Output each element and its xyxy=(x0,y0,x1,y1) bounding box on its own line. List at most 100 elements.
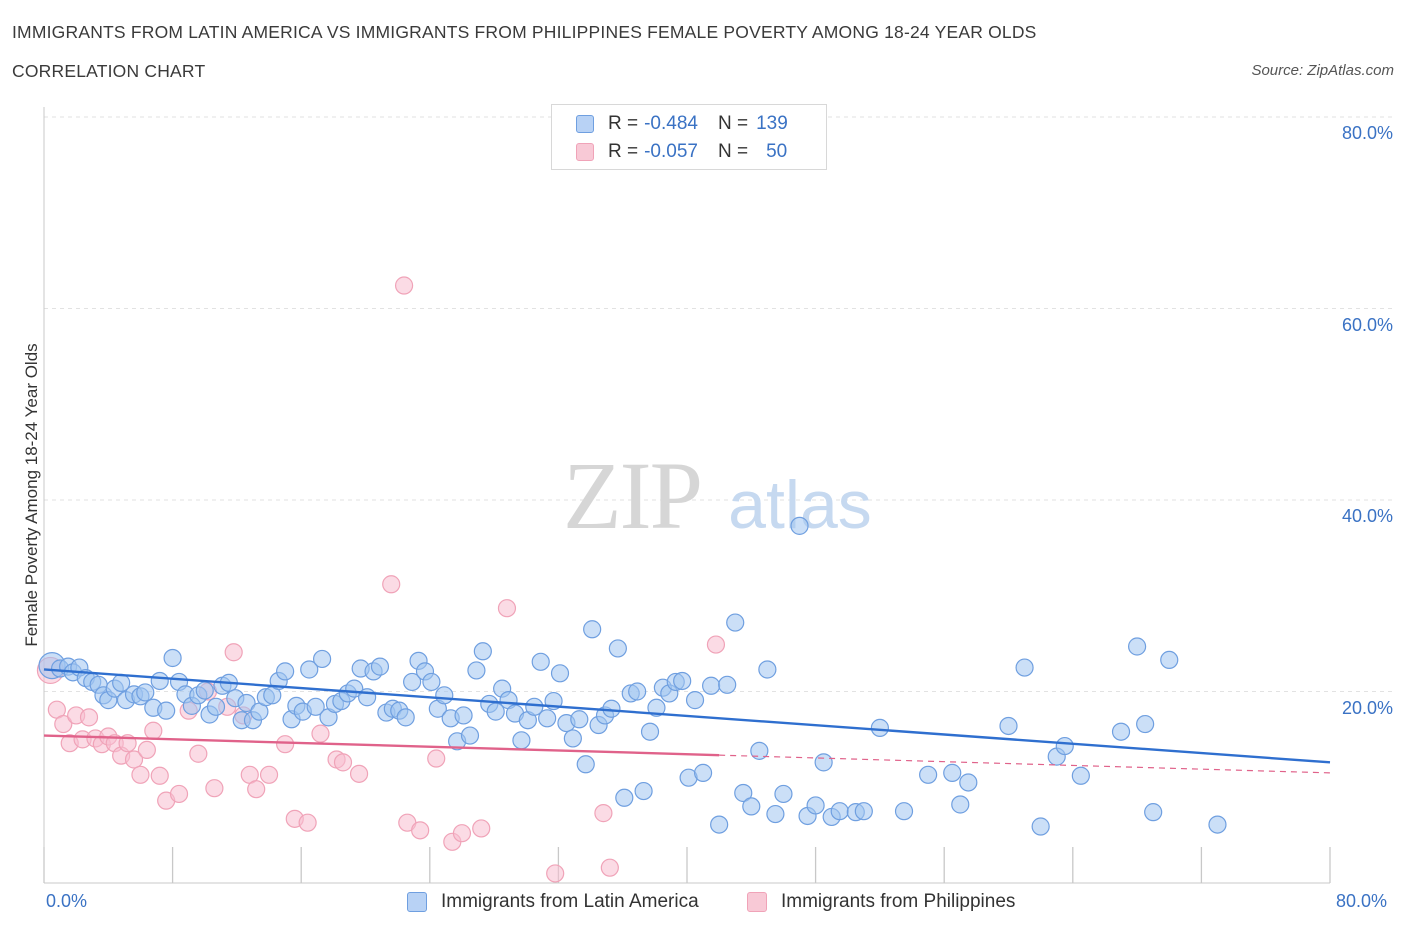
data-point xyxy=(136,683,155,702)
data-point xyxy=(1015,658,1034,677)
data-point xyxy=(237,693,256,713)
r-value: -0.484 xyxy=(644,113,698,134)
data-point xyxy=(1127,637,1147,656)
data-point xyxy=(570,710,589,729)
data-point xyxy=(854,802,873,821)
axes xyxy=(43,107,1331,884)
data-point xyxy=(259,765,279,784)
data-point xyxy=(298,813,317,832)
data-point xyxy=(382,575,401,594)
n-value: 50 xyxy=(766,141,788,162)
data-point xyxy=(673,671,692,691)
data-point xyxy=(538,709,557,728)
legend-swatch-blue xyxy=(407,892,427,912)
data-point xyxy=(750,741,769,760)
data-point xyxy=(411,821,430,840)
data-point xyxy=(403,672,422,692)
y-tick-label: 40.0% xyxy=(1341,506,1393,526)
data-point xyxy=(472,819,491,838)
data-point xyxy=(647,698,666,717)
r-label: R = xyxy=(608,113,639,134)
data-point xyxy=(726,613,745,632)
data-point xyxy=(693,763,713,782)
trend-line-philippines-extension xyxy=(719,754,1331,774)
data-point xyxy=(583,620,602,639)
data-point xyxy=(195,681,214,700)
n-label: N = xyxy=(717,113,749,134)
data-point xyxy=(525,697,544,716)
trend-line-philippines xyxy=(43,734,720,757)
stats-legend-row-latin-america: R = -0.484 N = 139 xyxy=(576,112,788,136)
data-point xyxy=(943,763,962,782)
grid-lines xyxy=(44,116,1395,692)
data-point xyxy=(706,635,726,654)
data-point xyxy=(150,671,169,691)
data-point xyxy=(467,661,486,680)
data-point xyxy=(640,722,660,741)
data-point xyxy=(311,724,330,743)
data-point xyxy=(454,706,473,725)
data-point xyxy=(224,643,243,662)
y-tick-label: 80.0% xyxy=(1341,123,1393,143)
y-tick-label: 60.0% xyxy=(1341,314,1393,335)
data-point xyxy=(774,784,793,804)
data-point xyxy=(702,676,721,695)
data-point xyxy=(959,773,978,792)
trend-lines xyxy=(43,668,1331,774)
data-point xyxy=(333,753,353,772)
data-point xyxy=(628,682,647,701)
data-point xyxy=(312,649,332,669)
data-point xyxy=(951,795,970,814)
data-point xyxy=(205,779,224,798)
data-point xyxy=(710,815,729,834)
data-point xyxy=(576,755,595,774)
n-label: N = xyxy=(717,141,749,162)
data-point xyxy=(546,864,565,883)
stats-legend: R = -0.484 N = 139 R = -0.057 N = 50 xyxy=(551,104,827,170)
data-point xyxy=(894,802,914,821)
data-point xyxy=(870,718,890,737)
data-point xyxy=(999,716,1018,736)
chart-title: IMMIGRANTS FROM LATIN AMERICA VS IMMIGRA… xyxy=(12,22,1037,42)
data-point xyxy=(814,753,833,772)
data-point xyxy=(718,675,737,694)
data-point xyxy=(473,642,492,661)
data-point xyxy=(452,824,472,843)
data-point xyxy=(594,804,613,823)
data-point xyxy=(276,735,295,754)
data-point xyxy=(163,648,182,668)
data-point xyxy=(563,729,582,748)
legend-swatch-pink xyxy=(576,143,594,161)
data-point xyxy=(1160,650,1179,670)
data-point xyxy=(349,764,369,783)
data-point xyxy=(1031,817,1050,836)
data-point xyxy=(422,672,441,692)
r-value: -0.057 xyxy=(644,141,698,162)
data-point xyxy=(615,788,634,807)
legend-label: Immigrants from Latin America xyxy=(441,891,699,912)
data-point xyxy=(608,639,627,658)
data-point xyxy=(1071,766,1090,785)
series-philippines-points xyxy=(36,276,726,883)
data-point xyxy=(300,660,319,679)
data-point xyxy=(758,660,777,679)
legend-swatch-pink xyxy=(747,892,767,912)
watermark-zip: ZIP xyxy=(563,442,701,549)
data-point xyxy=(550,664,570,683)
data-point xyxy=(919,765,938,784)
stats-legend-row-philippines: R = -0.057 N = 50 xyxy=(576,140,787,164)
data-point xyxy=(131,765,150,784)
data-point xyxy=(1208,815,1227,834)
data-point xyxy=(206,697,226,716)
chart-subtitle: CORRELATION CHART xyxy=(12,61,206,81)
x-tick-label-min: 0.0% xyxy=(46,891,88,911)
data-point xyxy=(396,708,415,727)
data-point xyxy=(79,708,99,727)
data-point xyxy=(157,701,176,720)
series-legend-philippines: Immigrants from Philippines xyxy=(747,889,1015,915)
legend-label: Immigrants from Philippines xyxy=(781,891,1016,912)
data-point xyxy=(766,804,785,824)
data-point xyxy=(1055,736,1074,756)
legend-swatch-blue xyxy=(576,115,594,133)
